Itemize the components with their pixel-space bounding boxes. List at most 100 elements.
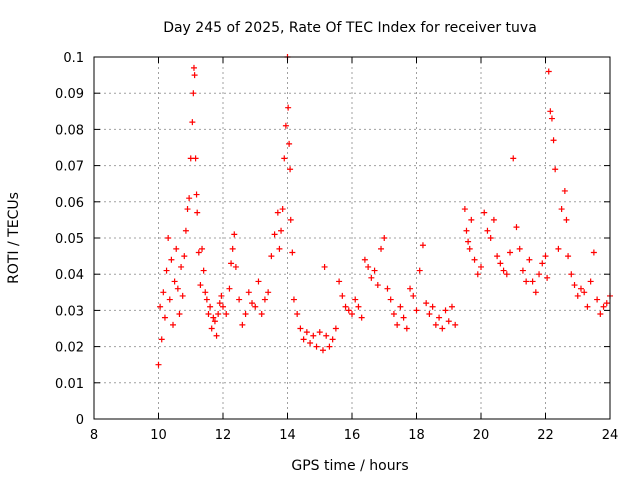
- data-point: [577, 285, 584, 292]
- data-point: [229, 245, 236, 252]
- x-tick-label: 8: [90, 428, 98, 443]
- data-point: [186, 195, 193, 202]
- data-point: [416, 267, 423, 274]
- data-point: [294, 311, 301, 318]
- data-point: [228, 260, 235, 267]
- chart-title: Day 245 of 2025, Rate Of TEC Index for r…: [163, 20, 537, 36]
- data-point: [285, 104, 292, 111]
- data-point: [547, 108, 554, 115]
- data-point: [329, 336, 336, 343]
- data-point: [407, 285, 414, 292]
- data-point: [220, 303, 226, 310]
- data-point: [210, 314, 217, 321]
- data-point: [532, 289, 539, 296]
- data-point: [261, 296, 268, 303]
- data-point: [168, 256, 175, 263]
- data-point: [448, 303, 455, 310]
- data-point: [307, 339, 314, 346]
- data-point: [544, 274, 551, 281]
- data-point: [552, 166, 559, 173]
- data-point: [265, 289, 272, 296]
- data-point: [429, 303, 436, 310]
- data-points: [155, 54, 613, 368]
- y-tick-label: 0.07: [55, 160, 84, 175]
- data-point: [268, 253, 275, 260]
- data-point: [287, 166, 294, 173]
- data-point: [526, 256, 533, 263]
- data-point: [184, 206, 191, 213]
- data-point: [568, 271, 575, 278]
- data-point: [481, 209, 488, 216]
- data-point: [155, 361, 162, 368]
- data-point: [371, 267, 378, 274]
- data-point: [271, 231, 278, 238]
- data-point: [461, 206, 468, 213]
- data-point: [194, 209, 201, 216]
- data-point: [463, 227, 470, 234]
- data-point: [490, 216, 497, 223]
- data-point: [191, 72, 198, 79]
- data-point: [166, 296, 173, 303]
- axis-ticks: [93, 56, 611, 420]
- data-point: [316, 329, 323, 336]
- data-point: [539, 260, 546, 267]
- data-point: [507, 249, 514, 256]
- data-point: [565, 253, 572, 260]
- data-point: [161, 314, 168, 321]
- data-point: [290, 296, 297, 303]
- x-tick-label: 20: [473, 428, 490, 443]
- data-point: [218, 292, 225, 299]
- data-point: [207, 303, 214, 310]
- y-tick-label: 0.09: [55, 87, 84, 102]
- data-point: [387, 296, 394, 303]
- data-point: [208, 325, 215, 332]
- data-point: [321, 263, 328, 270]
- data-point: [231, 231, 238, 238]
- data-point: [403, 325, 410, 332]
- data-point: [542, 253, 549, 260]
- data-point: [471, 256, 478, 263]
- data-point: [279, 206, 286, 213]
- y-tick-label: 0.03: [55, 304, 84, 319]
- data-point: [365, 263, 372, 270]
- data-point: [242, 311, 249, 318]
- data-point: [410, 292, 417, 299]
- data-point: [426, 311, 433, 318]
- data-point: [536, 271, 543, 278]
- data-point: [232, 263, 239, 270]
- data-point: [157, 303, 164, 310]
- data-point: [345, 307, 352, 314]
- data-point: [249, 300, 256, 307]
- data-point: [390, 311, 397, 318]
- data-point: [378, 245, 385, 252]
- data-point: [397, 303, 404, 310]
- x-tick-label: 10: [150, 428, 167, 443]
- data-point: [581, 289, 588, 296]
- data-point: [545, 68, 552, 75]
- data-point: [394, 321, 401, 328]
- data-point: [258, 311, 265, 318]
- data-point: [171, 278, 178, 285]
- data-point: [465, 238, 472, 245]
- x-tick-label: 18: [408, 428, 425, 443]
- data-point: [413, 307, 420, 314]
- data-point: [555, 245, 562, 252]
- data-point: [500, 267, 507, 274]
- y-tick-label: 0.01: [55, 377, 84, 392]
- data-point: [287, 216, 294, 223]
- data-point: [252, 303, 259, 310]
- data-point: [323, 332, 330, 339]
- data-point: [190, 64, 197, 71]
- data-point: [513, 224, 520, 231]
- data-point: [474, 271, 481, 278]
- data-point: [349, 311, 355, 318]
- y-tick-label: 0.08: [55, 123, 84, 138]
- data-point: [590, 249, 597, 256]
- data-point: [203, 296, 210, 303]
- data-point: [466, 245, 473, 252]
- data-point: [550, 137, 557, 144]
- data-point: [352, 296, 359, 303]
- data-point: [245, 289, 252, 296]
- data-point: [182, 227, 189, 234]
- data-point: [561, 187, 568, 194]
